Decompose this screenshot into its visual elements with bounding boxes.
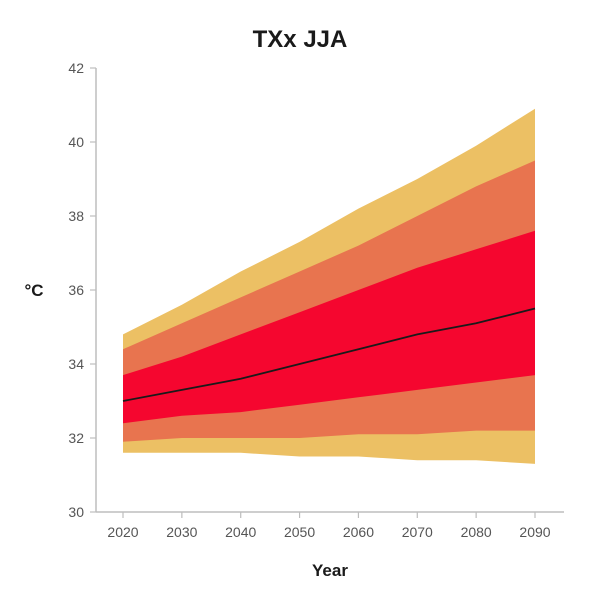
band-3 [123,230,535,424]
x-tick-label: 2050 [284,524,315,540]
y-axis-label: °C [24,281,43,300]
x-ticks: 2020 2030 2040 2050 2060 2070 2080 2090 [107,512,551,540]
x-axis-label: Year [312,561,348,580]
x-tick-label: 2090 [519,524,550,540]
y-ticks: 30 32 34 36 38 40 42 [68,60,96,520]
y-tick-label: 40 [68,134,84,150]
median-line-1 [122,307,536,402]
x-tick-label: 2030 [166,524,197,540]
lines-layer [122,307,536,402]
y-tick-label: 38 [68,208,84,224]
y-tick-label: 42 [68,60,84,76]
y-tick-label: 32 [68,430,84,446]
y-tick-label: 34 [68,356,84,372]
y-tick-label: 30 [68,504,84,520]
y-tick-label: 36 [68,282,84,298]
x-tick-label: 2070 [402,524,433,540]
chart-title: TXx JJA [253,26,348,53]
bands-layer [123,108,535,464]
x-tick-label: 2080 [461,524,492,540]
x-tick-label: 2040 [225,524,256,540]
x-tick-label: 2020 [107,524,138,540]
x-tick-label: 2060 [343,524,374,540]
